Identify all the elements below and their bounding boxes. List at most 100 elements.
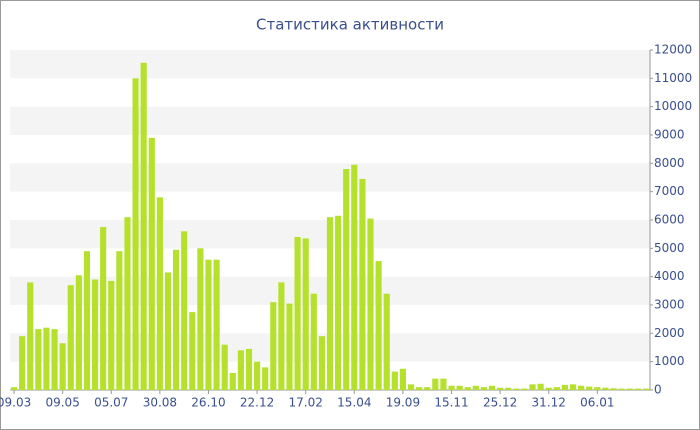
x-tick-label: 15.11	[434, 396, 468, 410]
bar	[221, 344, 228, 390]
y-tick-label: 2000	[654, 326, 685, 340]
bar	[578, 385, 585, 390]
bar	[302, 238, 309, 390]
bar	[399, 368, 406, 390]
bar	[51, 329, 58, 390]
bar	[164, 272, 172, 390]
bar	[343, 169, 350, 390]
bar	[586, 386, 593, 390]
bar	[148, 137, 155, 390]
bar	[35, 329, 42, 390]
x-tick-label: 15.04	[337, 396, 371, 410]
bar	[172, 249, 180, 390]
y-tick-label: 10000	[654, 99, 692, 113]
x-tick-label: 09.03	[0, 396, 31, 410]
bar	[456, 385, 463, 390]
bar	[59, 343, 66, 390]
bar	[213, 259, 220, 390]
y-tick-label: 8000	[654, 156, 685, 170]
bar	[602, 387, 609, 390]
bar	[634, 388, 641, 390]
bar	[448, 385, 455, 390]
bar	[286, 303, 293, 390]
bar	[432, 378, 439, 390]
bar	[375, 261, 382, 390]
bar	[27, 282, 34, 390]
bar	[43, 327, 50, 390]
bar	[383, 293, 390, 390]
bar	[569, 384, 577, 390]
bar	[124, 217, 131, 390]
bar	[359, 178, 366, 390]
bar	[407, 384, 415, 390]
bar	[262, 367, 269, 390]
bar	[318, 336, 325, 390]
bar	[156, 197, 163, 390]
bar	[310, 293, 317, 390]
x-tick-label: 31.12	[532, 396, 566, 410]
y-tick-label: 11000	[654, 71, 692, 85]
bar	[391, 371, 398, 390]
bar	[513, 388, 520, 390]
y-tick-label: 0	[654, 383, 662, 397]
bar	[537, 383, 544, 390]
bar	[10, 387, 18, 390]
bar	[497, 387, 504, 390]
bar	[472, 385, 479, 390]
y-tick-label: 9000	[654, 128, 685, 142]
bar	[75, 275, 82, 390]
bar	[205, 259, 212, 390]
bar	[197, 248, 204, 390]
bar	[67, 285, 74, 390]
y-tick-label: 3000	[654, 298, 685, 312]
bar	[294, 237, 301, 390]
bar	[245, 348, 253, 390]
bar	[229, 373, 236, 390]
bar	[83, 251, 91, 390]
bar	[561, 384, 569, 390]
bar	[505, 387, 512, 390]
x-tick-label: 25.12	[483, 396, 517, 410]
bar	[610, 388, 617, 390]
bar	[108, 280, 115, 390]
bar	[642, 388, 650, 390]
y-tick-label: 4000	[654, 269, 685, 283]
bar	[100, 227, 107, 390]
x-tick-label: 05.07	[94, 396, 128, 410]
y-tick-label: 5000	[654, 241, 685, 255]
chart-title: Статистика активности	[256, 16, 444, 34]
bar	[618, 388, 625, 390]
bar	[553, 387, 560, 390]
grid-band	[10, 163, 650, 192]
bar	[488, 385, 496, 390]
bar	[367, 218, 374, 390]
grid-band	[10, 106, 650, 135]
bar	[464, 387, 471, 390]
bar	[545, 387, 552, 390]
x-tick-label: 17.02	[289, 396, 323, 410]
bar	[270, 302, 277, 390]
bar	[91, 279, 99, 390]
bar	[416, 387, 423, 390]
bar	[116, 251, 123, 390]
bar	[529, 384, 536, 390]
y-tick-label: 6000	[654, 213, 685, 227]
bar	[132, 78, 139, 390]
x-tick-label: 09.05	[45, 396, 79, 410]
x-tick-label: 06.01	[580, 396, 614, 410]
grid-band	[10, 50, 650, 79]
bar	[140, 62, 147, 390]
bar	[480, 387, 488, 390]
x-tick-label: 19.09	[386, 396, 420, 410]
bar	[181, 231, 188, 390]
bar	[278, 282, 285, 390]
x-tick-label: 30.08	[143, 396, 177, 410]
bar	[19, 336, 26, 390]
bar	[254, 361, 261, 390]
bar	[521, 388, 528, 390]
bar	[237, 350, 244, 390]
bar	[594, 387, 601, 390]
y-tick-label: 1000	[654, 354, 685, 368]
y-tick-label: 12000	[654, 43, 692, 57]
